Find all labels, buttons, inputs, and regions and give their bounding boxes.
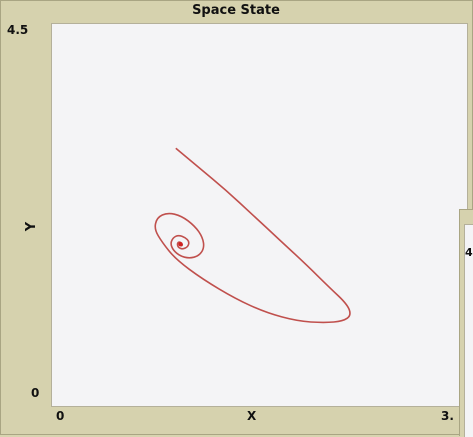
y-tick-max: 4.5 [7,23,29,37]
second-plot-y-tick: 4 [465,246,473,259]
y-axis-label: Y [24,221,40,232]
second-plot-area [464,224,473,437]
y-tick-min: 0 [31,386,40,400]
chart-title: Space State [192,3,280,18]
x-tick-max: 3. [441,409,454,423]
plot-area [51,23,468,407]
second-plot-window-clipped: 4 [459,209,473,437]
chart-svg [154,147,351,324]
x-axis-label: X [247,409,257,423]
series-end-point-0 [178,242,183,247]
x-tick-min: 0 [56,409,65,423]
series-line-0 [154,147,351,324]
